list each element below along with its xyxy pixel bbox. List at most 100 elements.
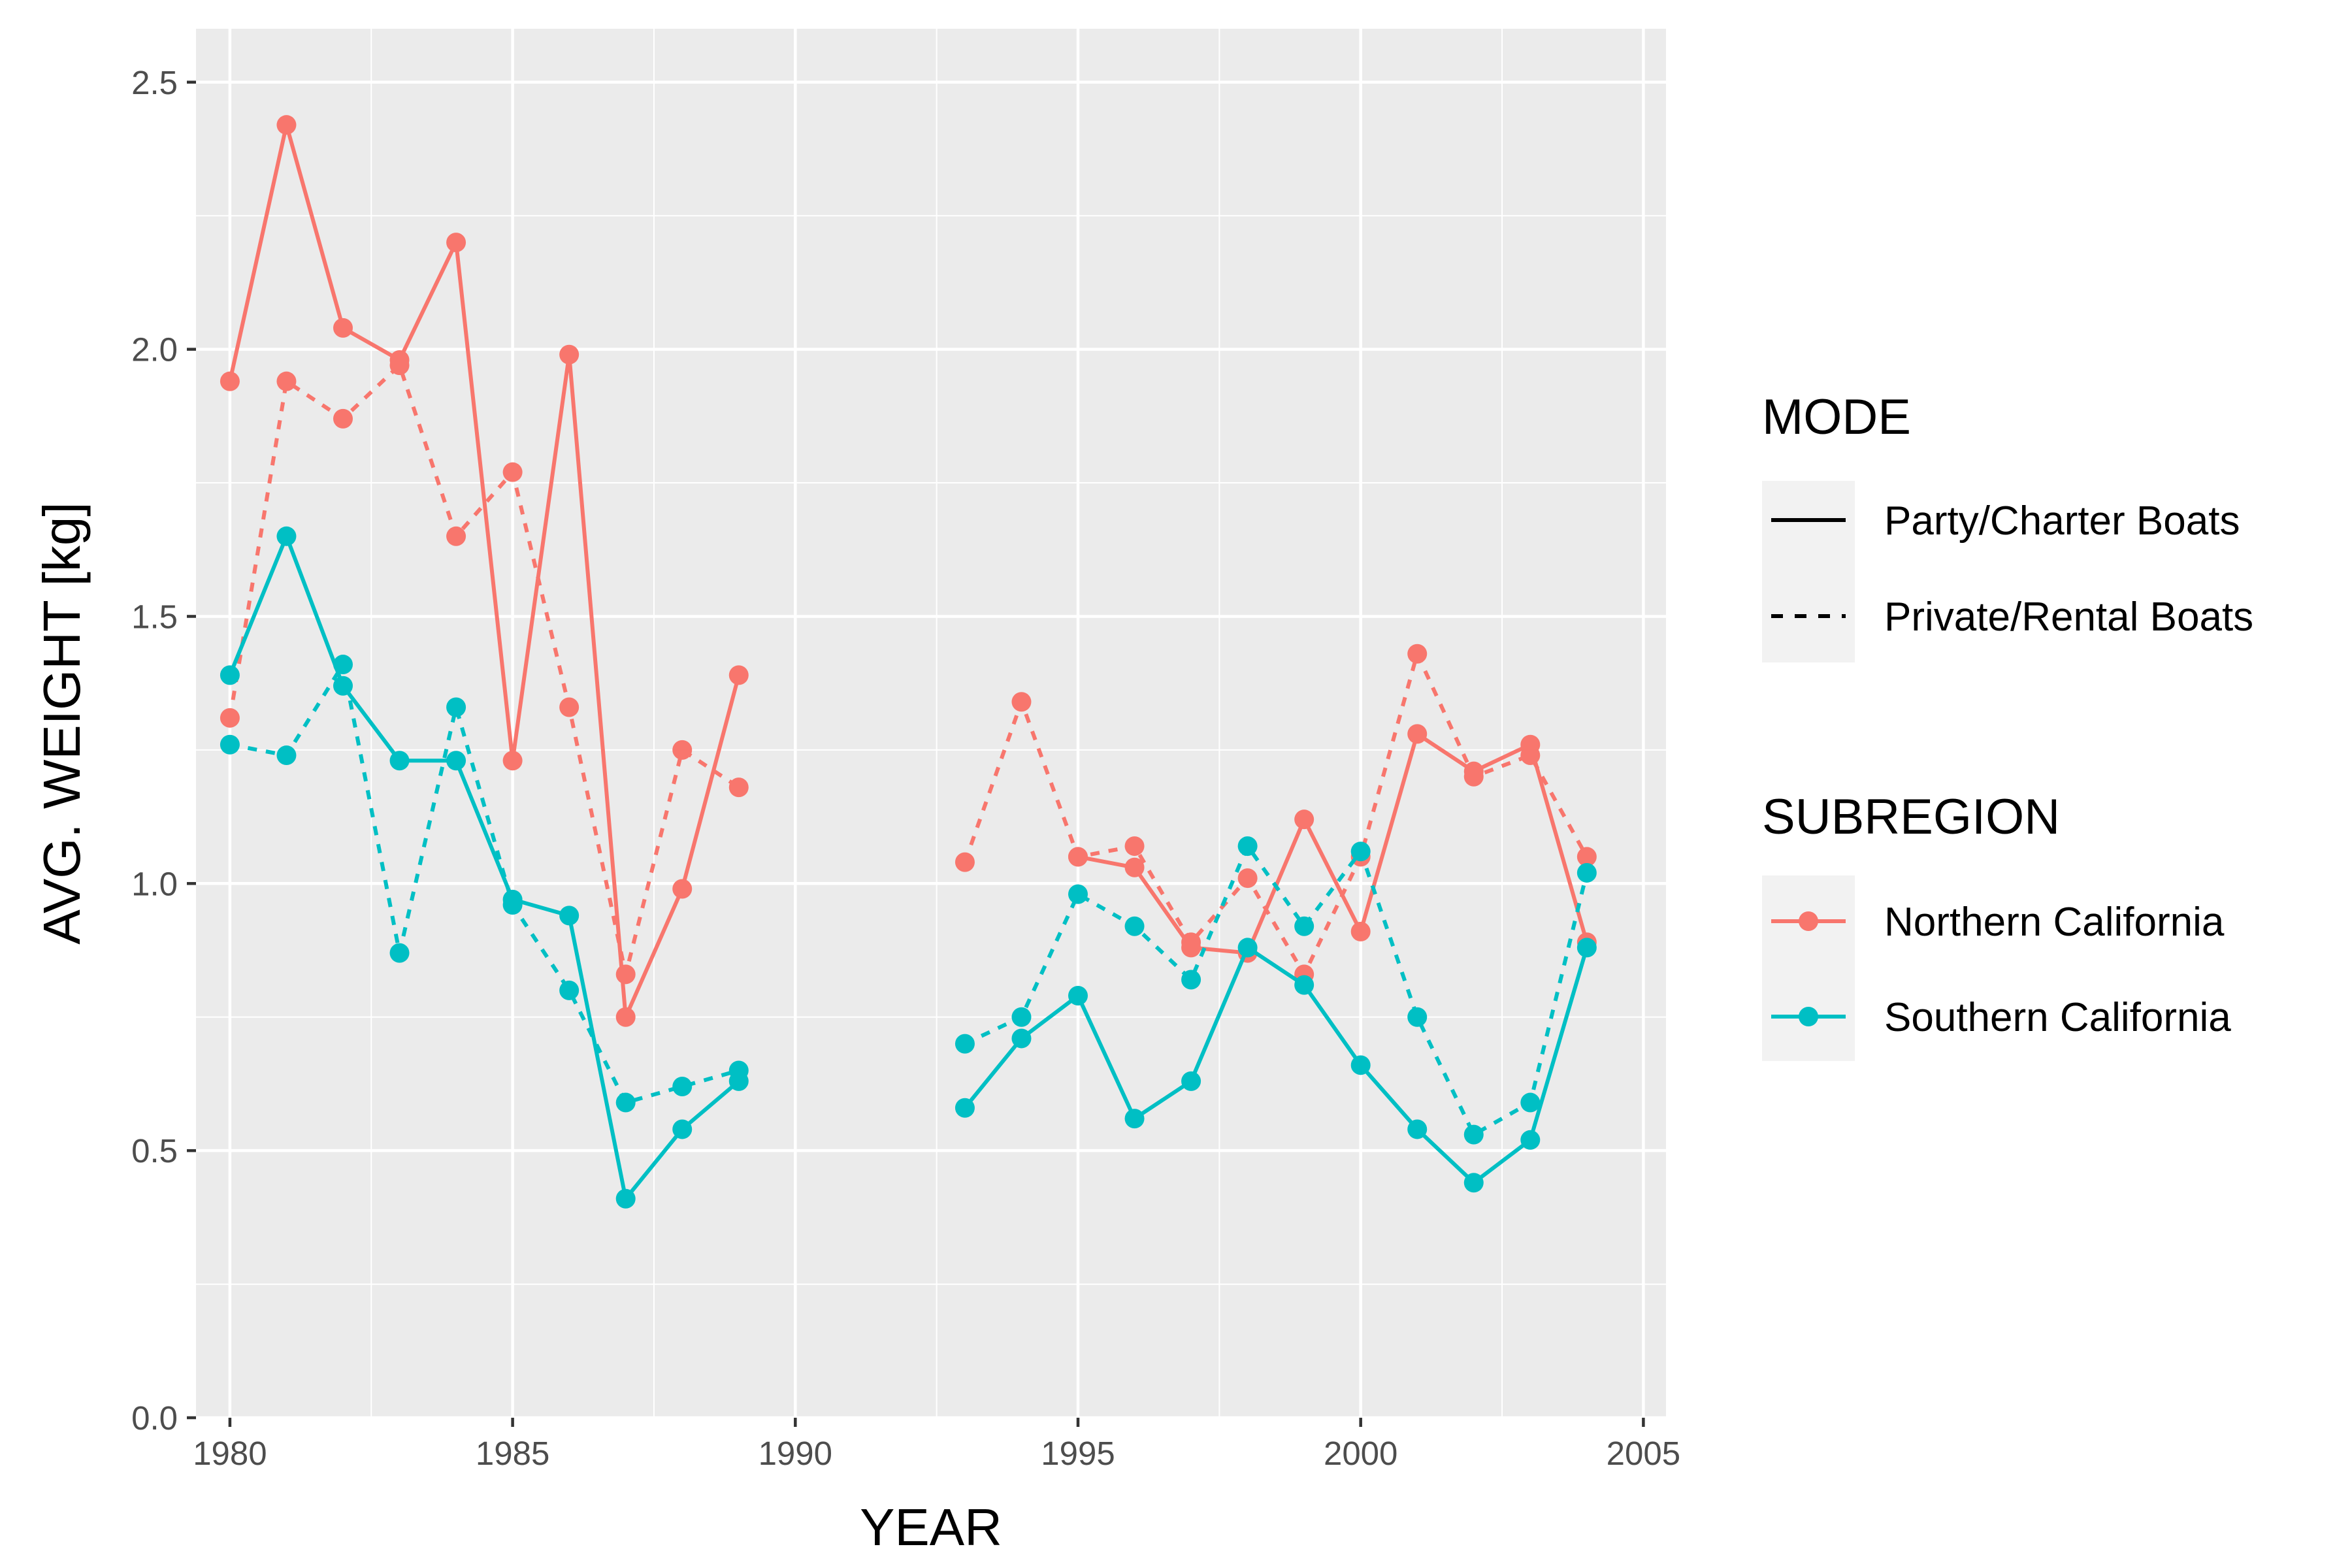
data-point-northern-california-party-charter-boats [728, 665, 749, 685]
x-tick-label: 1985 [476, 1435, 549, 1472]
series-line-southern-california-private-rental-boats [964, 844, 1589, 1137]
y-axis: 0.0 0.5 1.0 1.5 2.0 2.5 [131, 64, 196, 1437]
data-point-northern-california-private-rental-boats [672, 740, 693, 760]
data-point-northern-california-private-rental-boats [955, 852, 975, 872]
data-point-southern-california-private-rental-boats [333, 655, 353, 675]
data-point-northern-california-private-rental-boats [333, 408, 353, 429]
data-point-northern-california-party-charter-boats [559, 344, 580, 365]
series-line-northern-california-party-charter-boats [227, 123, 741, 1019]
y-tick-label: 1.5 [131, 598, 178, 635]
data-point-northern-california-private-rental-boats [1463, 766, 1484, 787]
data-point-southern-california-private-rental-boats [1181, 970, 1201, 990]
data-point-southern-california-private-rental-boats [1463, 1124, 1484, 1145]
legend-mode: MODE Party/Charter Boats Private/Rental … [1762, 389, 2253, 662]
panel-background [196, 29, 1666, 1418]
data-point-southern-california-private-rental-boats [1237, 836, 1258, 857]
data-point-southern-california-private-rental-boats [1520, 1092, 1541, 1113]
data-point-southern-california-party-charter-boats [1124, 1109, 1145, 1129]
data-point-southern-california-party-charter-boats [1237, 938, 1258, 958]
data-point-southern-california-party-charter-boats [1463, 1173, 1484, 1193]
data-point-southern-california-private-rental-boats [1068, 884, 1088, 904]
legend-mode-key-background [1762, 481, 1855, 662]
major-gridlines [196, 29, 1666, 1420]
data-point-southern-california-party-charter-boats [1407, 1119, 1428, 1139]
data-point-northern-california-party-charter-boats [1124, 857, 1145, 877]
legend-key-northern-point [1799, 911, 1818, 931]
data-point-southern-california-private-rental-boats [276, 745, 297, 766]
y-tick-label: 1.0 [131, 865, 178, 902]
data-point-northern-california-party-charter-boats [333, 318, 353, 338]
data-point-southern-california-private-rental-boats [728, 1060, 749, 1081]
data-point-northern-california-party-charter-boats [220, 371, 240, 391]
data-point-southern-california-private-rental-boats [1350, 841, 1371, 862]
data-point-southern-california-private-rental-boats [615, 1092, 636, 1113]
data-point-southern-california-party-charter-boats [220, 665, 240, 685]
data-point-northern-california-party-charter-boats [502, 751, 523, 771]
data-point-northern-california-private-rental-boats [1181, 932, 1201, 953]
data-point-southern-california-party-charter-boats [389, 751, 410, 771]
data-point-southern-california-party-charter-boats [1520, 1130, 1541, 1150]
legend-label-private-rental: Private/Rental Boats [1884, 595, 2253, 640]
x-tick-label: 2005 [1607, 1435, 1680, 1472]
data-point-northern-california-private-rental-boats [1237, 868, 1258, 889]
legend-subregion: SUBREGION Northern California Southern C… [1762, 789, 2231, 1061]
y-axis-title: AVG. WEIGHT [kg] [33, 502, 91, 944]
data-point-northern-california-party-charter-boats [446, 233, 466, 253]
series-line-northern-california-party-charter-boats [1077, 732, 1589, 955]
data-point-northern-california-private-rental-boats [220, 708, 240, 728]
data-point-northern-california-private-rental-boats [559, 697, 580, 717]
x-tick-label: 1980 [193, 1435, 267, 1472]
data-point-southern-california-party-charter-boats [1011, 1028, 1032, 1049]
data-point-northern-california-party-charter-boats [615, 1007, 636, 1027]
data-point-southern-california-party-charter-boats [955, 1098, 975, 1118]
data-point-northern-california-private-rental-boats [1576, 847, 1597, 867]
x-tick-label: 1990 [759, 1435, 832, 1472]
data-point-southern-california-private-rental-boats [220, 734, 240, 755]
data-point-northern-california-private-rental-boats [1124, 836, 1145, 857]
series-northern-california-private-rental-boats [220, 355, 1597, 985]
series-line-southern-california-private-rental-boats [229, 662, 740, 1105]
y-tick-label: 2.0 [131, 331, 178, 368]
data-point-northern-california-private-rental-boats [728, 777, 749, 798]
legend-subregion-title: SUBREGION [1762, 789, 2060, 845]
data-point-southern-california-party-charter-boats [559, 906, 580, 926]
x-axis-title: YEAR [860, 1498, 1002, 1556]
x-tick-label: 2000 [1324, 1435, 1397, 1472]
series-line-southern-california-party-charter-boats [963, 945, 1589, 1185]
data-point-northern-california-party-charter-boats [1294, 809, 1315, 830]
minor-gridlines [196, 29, 1666, 1418]
data-point-northern-california-private-rental-boats [389, 355, 410, 376]
data-point-northern-california-private-rental-boats [615, 964, 636, 985]
series-line-southern-california-party-charter-boats [228, 534, 740, 1201]
data-point-northern-california-party-charter-boats [1350, 921, 1371, 941]
data-point-northern-california-private-rental-boats [502, 462, 523, 482]
data-point-southern-california-private-rental-boats [672, 1077, 693, 1097]
data-point-southern-california-party-charter-boats [1576, 938, 1597, 958]
series-line-northern-california-private-rental-boats [963, 651, 1589, 977]
data-point-southern-california-private-rental-boats [559, 980, 580, 1000]
data-point-southern-california-private-rental-boats [1124, 916, 1145, 936]
x-tick-label: 1995 [1041, 1435, 1115, 1472]
legend-label-northern-california: Northern California [1884, 900, 2225, 945]
y-tick-label: 0.5 [131, 1132, 178, 1169]
data-point-southern-california-private-rental-boats [1576, 862, 1597, 883]
legend: MODE Party/Charter Boats Private/Rental … [1762, 389, 2253, 1061]
data-point-southern-california-party-charter-boats [276, 526, 297, 546]
data-point-northern-california-private-rental-boats [1011, 692, 1032, 712]
data-point-southern-california-private-rental-boats [446, 697, 466, 717]
data-point-southern-california-private-rental-boats [955, 1034, 975, 1054]
y-tick-label: 0.0 [131, 1399, 178, 1437]
data-point-northern-california-party-charter-boats [1407, 724, 1428, 744]
data-point-southern-california-party-charter-boats [1350, 1055, 1371, 1075]
data-point-southern-california-private-rental-boats [389, 943, 410, 963]
legend-mode-title: MODE [1762, 389, 1911, 445]
data-point-northern-california-private-rental-boats [1520, 745, 1541, 766]
legend-key-southern-point [1799, 1007, 1818, 1026]
x-axis: 1980 1985 1990 1995 2000 2005 [193, 1418, 1680, 1472]
data-point-northern-california-party-charter-boats [672, 879, 693, 899]
data-point-southern-california-party-charter-boats [1181, 1071, 1201, 1091]
data-point-southern-california-private-rental-boats [1011, 1007, 1032, 1027]
legend-subregion-key-background [1762, 875, 1855, 1061]
legend-label-southern-california: Southern California [1884, 995, 2231, 1040]
